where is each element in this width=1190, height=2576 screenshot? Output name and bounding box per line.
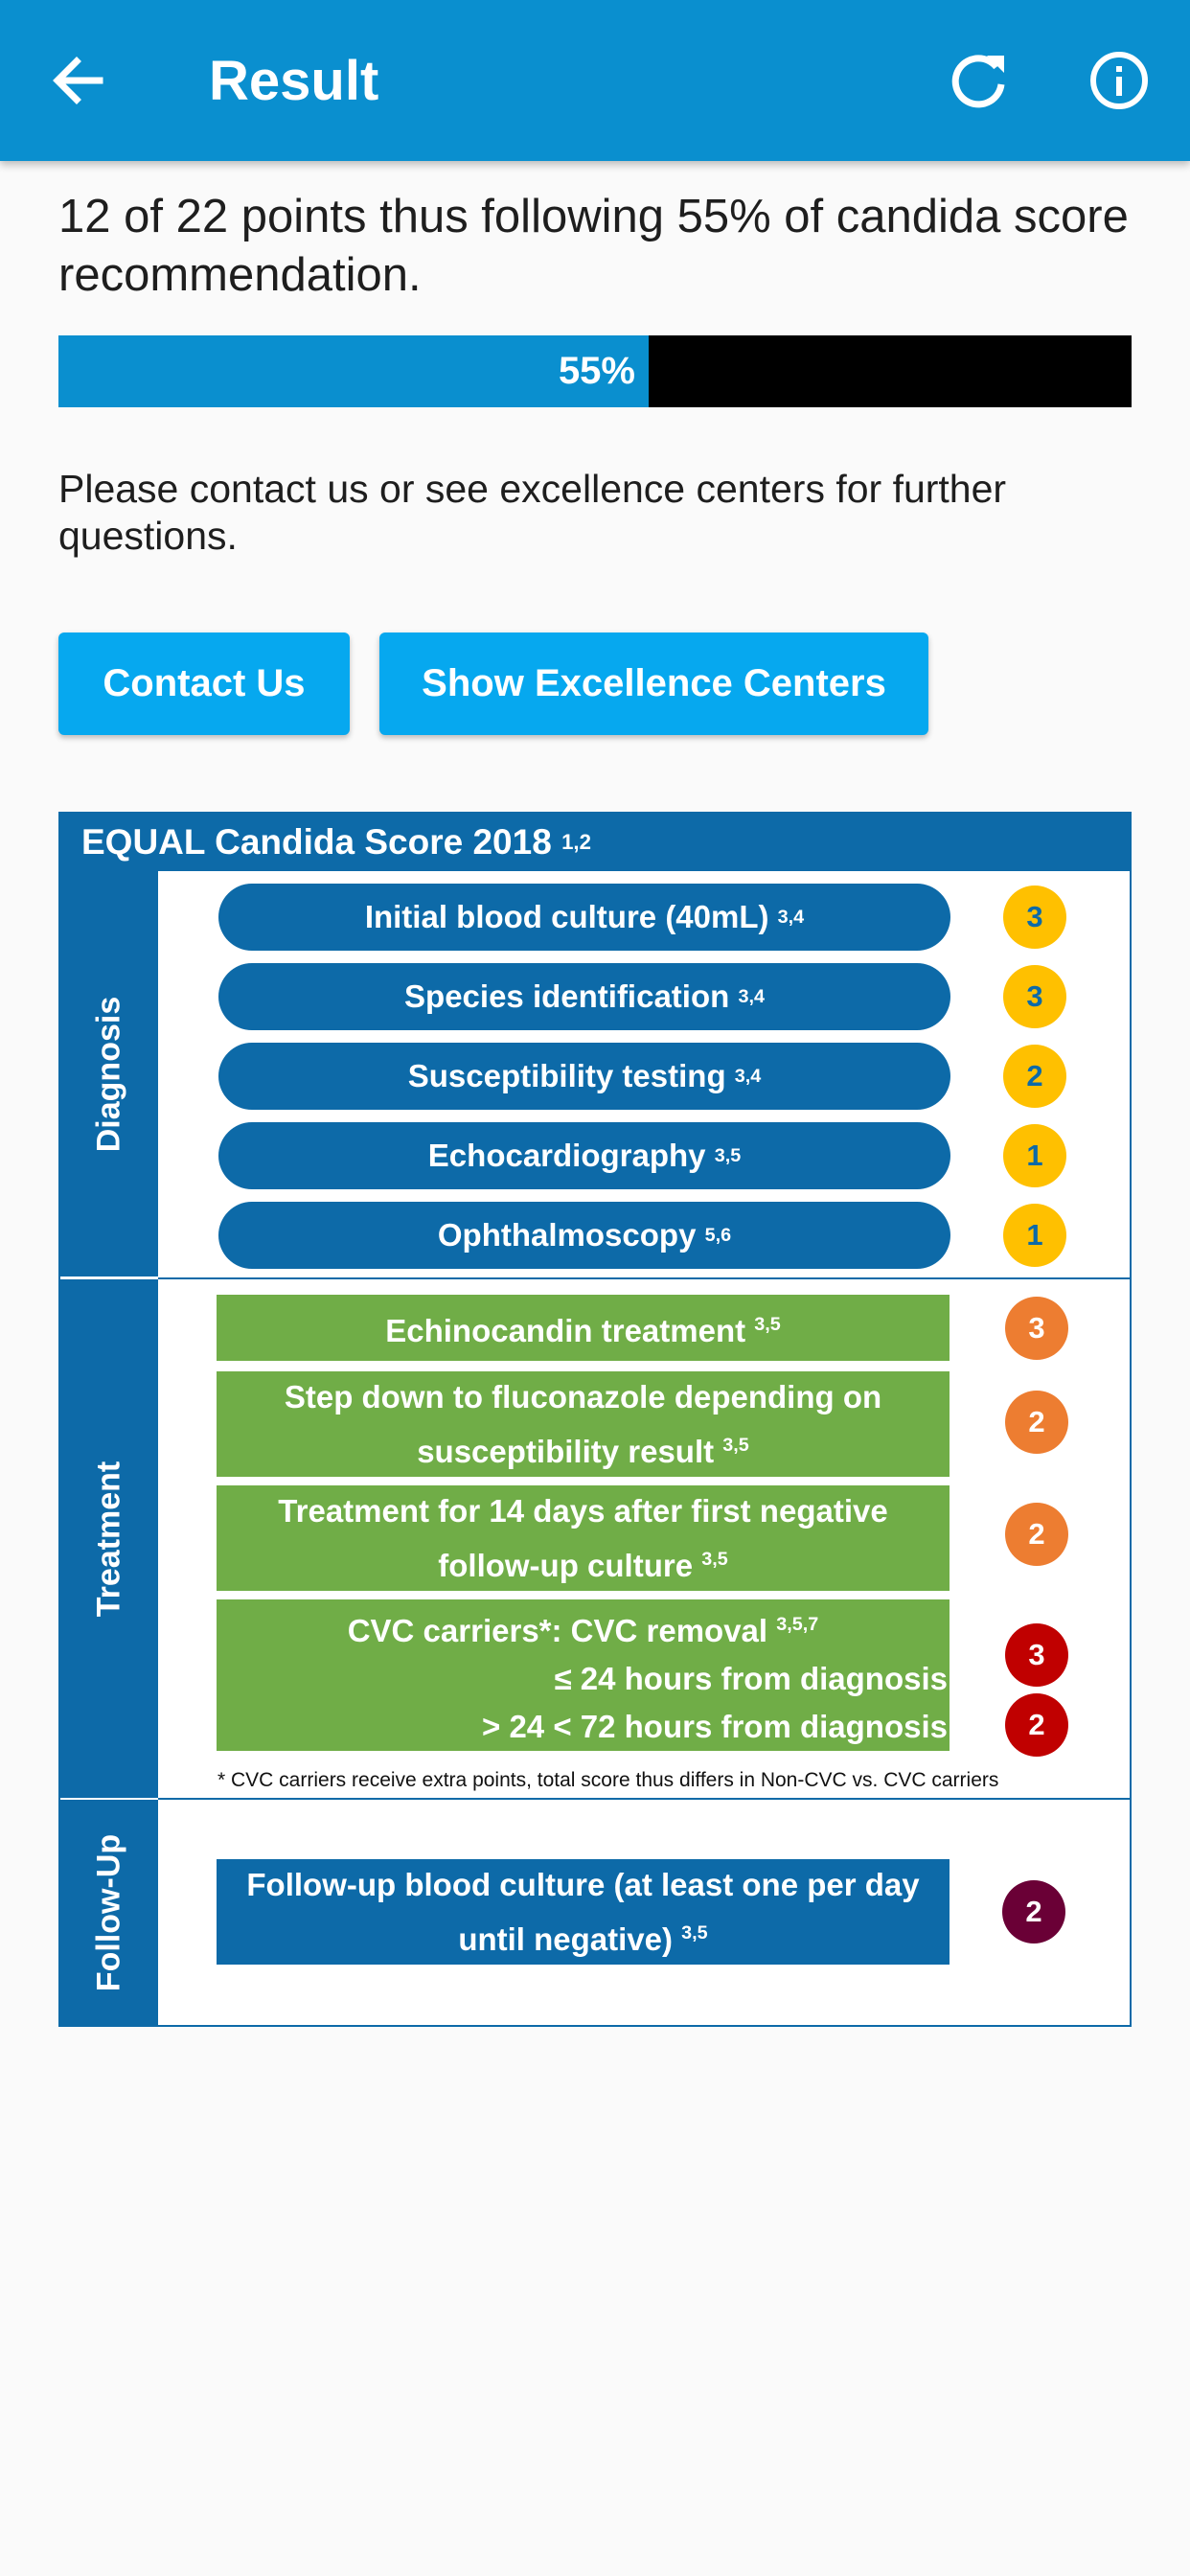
item-text: Treatment for 14 days after first negati…: [278, 1492, 888, 1529]
item-text: Echinocandin treatment: [385, 1313, 746, 1348]
score-progress-bar: 55%: [58, 335, 1132, 407]
points-badge: 1: [1003, 1204, 1066, 1267]
refresh-icon[interactable]: [941, 42, 1018, 119]
item-refs: 3,5: [754, 1314, 781, 1335]
item-text: ≤ 24 hours from diagnosis: [554, 1660, 948, 1696]
treatment-item: Echinocandin treatment 3,5: [217, 1295, 950, 1361]
section-divider: [158, 1277, 1130, 1279]
diagnosis-item: Susceptibility testing 3,4: [218, 1043, 950, 1110]
item-text: until negative): [458, 1920, 673, 1957]
item-text: > 24 < 72 hours from diagnosis: [482, 1708, 948, 1744]
result-summary: 12 of 22 points thus following 55% of ca…: [58, 191, 1129, 301]
item-refs: 3,5: [681, 1921, 708, 1944]
item-text: Species identification: [404, 978, 730, 1014]
item-refs: 5,6: [704, 1224, 732, 1246]
points-badge: 2: [1005, 1503, 1068, 1566]
diagnosis-section-label: Diagnosis: [60, 871, 158, 1276]
followup-section-label: Follow-Up: [60, 1800, 158, 2025]
item-text: follow-up culture: [438, 1547, 694, 1583]
candida-score-card: EQUAL Candida Score 2018 1,2 Diagnosis I…: [58, 812, 1132, 2027]
show-excellence-centers-button[interactable]: Show Excellence Centers: [379, 632, 928, 735]
item-refs: 3,5: [722, 1434, 749, 1456]
score-card-refs: 1,2: [561, 830, 591, 854]
points-badge: 3: [1003, 886, 1066, 949]
arrow-left-icon[interactable]: [42, 42, 119, 119]
cvc-footnote: * CVC carriers receive extra points, tot…: [217, 1769, 999, 1791]
item-refs: 3,5: [714, 1144, 742, 1166]
treatment-section-label: Treatment: [60, 1279, 158, 1798]
app-bar: Result: [0, 0, 1190, 161]
diagnosis-item: Echocardiography 3,5: [218, 1122, 950, 1189]
followup-item: Follow-up blood culture (at least one pe…: [217, 1859, 950, 1965]
item-refs: 3,4: [734, 1065, 762, 1087]
progress-fill: 55%: [58, 335, 649, 407]
points-badge: 2: [1005, 1391, 1068, 1454]
item-text: Ophthalmoscopy: [437, 1217, 697, 1253]
points-badge: 3: [1005, 1297, 1068, 1360]
item-refs: 3,5,7: [776, 1613, 819, 1635]
item-text: Follow-up blood culture (at least one pe…: [246, 1866, 920, 1902]
item-refs: 3,5: [701, 1548, 728, 1570]
item-refs: 3,4: [777, 906, 805, 928]
info-icon[interactable]: [1081, 42, 1157, 119]
points-badge: 2: [1002, 1880, 1065, 1944]
points-badge: 1: [1003, 1124, 1066, 1187]
page-title: Result: [209, 50, 379, 112]
contact-text: Please contact us or see excellence cent…: [58, 467, 1007, 558]
points-badge: 2: [1003, 1045, 1066, 1108]
item-text: susceptibility result: [417, 1433, 715, 1469]
points-badge: 3: [1005, 1623, 1068, 1687]
progress-label: 55%: [558, 350, 635, 392]
diagnosis-item: Initial blood culture (40mL) 3,4: [218, 884, 950, 951]
score-card-header: EQUAL Candida Score 2018 1,2: [60, 814, 1130, 871]
item-text: Echocardiography: [427, 1138, 706, 1173]
diagnosis-item: Ophthalmoscopy 5,6: [218, 1202, 950, 1269]
points-badge: 2: [1005, 1693, 1068, 1757]
section-divider: [158, 1798, 1130, 1800]
followup-label: Follow-Up: [90, 1833, 127, 1991]
score-card-title: EQUAL Candida Score 2018: [81, 822, 552, 862]
contact-us-button[interactable]: Contact Us: [58, 632, 350, 735]
points-badge: 3: [1003, 965, 1066, 1028]
item-refs: 3,4: [738, 985, 765, 1007]
treatment-item: Step down to fluconazole depending on su…: [217, 1371, 950, 1477]
cvc-removal-item: CVC carriers*: CVC removal 3,5,7 ≤ 24 ho…: [217, 1599, 950, 1751]
diagnosis-label: Diagnosis: [90, 996, 127, 1152]
item-text: Susceptibility testing: [407, 1058, 726, 1093]
item-text: CVC carriers*: CVC removal: [347, 1612, 768, 1648]
item-text: Step down to fluconazole depending on: [284, 1378, 882, 1414]
treatment-item: Treatment for 14 days after first negati…: [217, 1485, 950, 1591]
treatment-label: Treatment: [90, 1460, 127, 1617]
item-text: Initial blood culture (40mL): [364, 899, 769, 934]
diagnosis-item: Species identification 3,4: [218, 963, 950, 1030]
